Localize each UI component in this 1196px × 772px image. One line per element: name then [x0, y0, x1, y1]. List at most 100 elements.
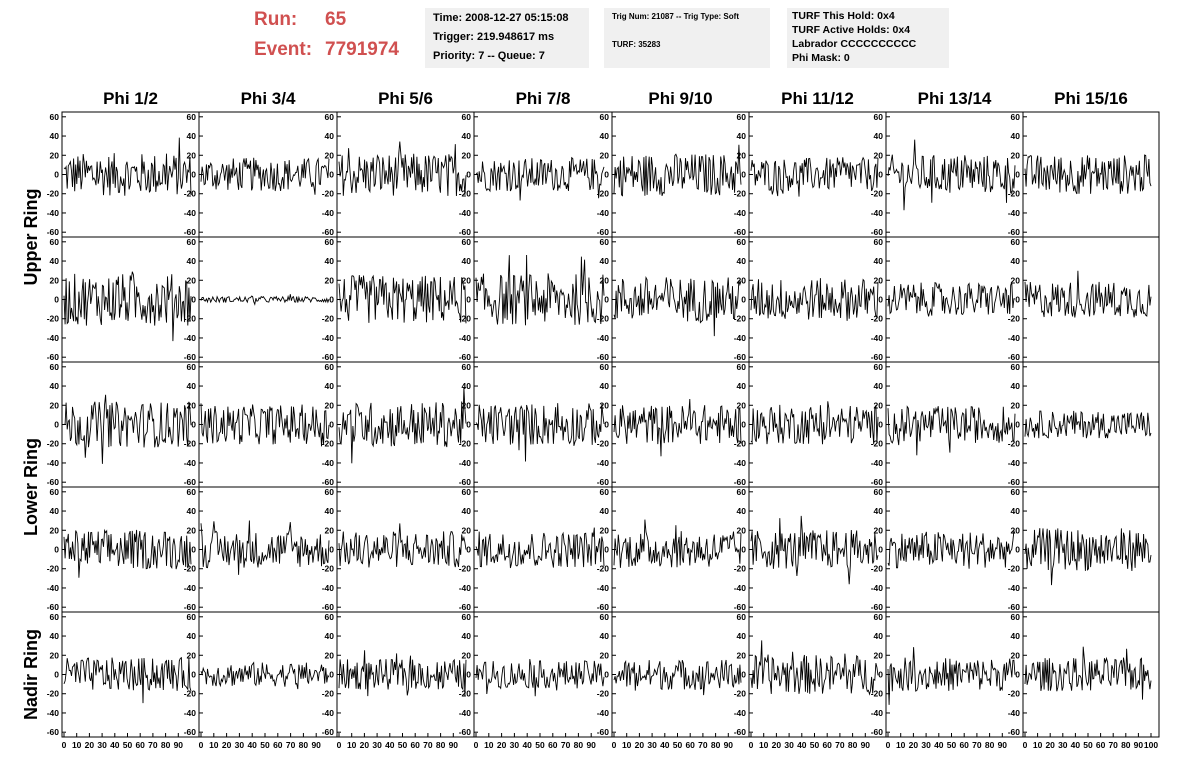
trigger-text: Trigger: 219.948617 ms	[433, 31, 555, 43]
y-tick-label: -20	[322, 689, 335, 699]
y-tick-label: 20	[874, 150, 884, 160]
y-tick-label: 0	[741, 545, 746, 555]
waveform-trace	[1024, 528, 1152, 586]
y-tick-label: -40	[47, 708, 60, 718]
y-tick-label: 0	[466, 170, 471, 180]
y-tick-label: -60	[459, 727, 472, 737]
x-tick-label: 70	[561, 740, 571, 750]
y-tick-label: -60	[184, 477, 197, 487]
y-tick-label: 0	[191, 295, 196, 305]
y-tick-label: 60	[50, 237, 60, 247]
waveform-trace	[200, 294, 330, 306]
y-tick-label: 0	[54, 420, 59, 430]
y-tick-label: -60	[597, 727, 610, 737]
y-tick-label: 60	[187, 362, 197, 372]
y-tick-label: -20	[184, 689, 197, 699]
y-tick-label: 20	[187, 650, 197, 660]
y-tick-label: 40	[600, 631, 610, 641]
x-tick-label: 30	[372, 740, 382, 750]
y-tick-label: -20	[322, 439, 335, 449]
panel-frame	[336, 111, 475, 238]
y-tick-label: -60	[1008, 477, 1021, 487]
y-tick-label: 60	[462, 487, 472, 497]
y-tick-label: 20	[874, 525, 884, 535]
column-label: Phi 11/12	[781, 89, 854, 108]
y-tick-label: -20	[871, 439, 884, 449]
x-tick-label: 30	[921, 740, 931, 750]
column-label: Phi 15/16	[1054, 89, 1128, 108]
waveform-trace	[750, 278, 879, 321]
y-tick-label: -60	[47, 352, 60, 362]
y-tick-label: -60	[184, 227, 197, 237]
x-tick-label: 90	[861, 740, 871, 750]
y-tick-label: 40	[1011, 131, 1021, 141]
y-tick-label: 0	[1015, 295, 1020, 305]
y-tick-label: 20	[1011, 525, 1021, 535]
y-tick-label: 0	[1015, 545, 1020, 555]
waveform-trace	[887, 529, 1016, 569]
y-tick-label: -60	[184, 727, 197, 737]
y-tick-label: 20	[874, 650, 884, 660]
x-tick-label: 40	[385, 740, 395, 750]
y-tick-label: 0	[466, 545, 471, 555]
y-tick-label: -20	[1008, 439, 1021, 449]
y-tick-label: 0	[54, 295, 59, 305]
waveform-trace	[63, 137, 192, 196]
y-tick-label: -60	[322, 227, 335, 237]
y-tick-label: 60	[874, 362, 884, 372]
y-tick-label: -60	[1008, 352, 1021, 362]
y-tick-label: -60	[734, 602, 747, 612]
y-tick-label: -60	[1008, 727, 1021, 737]
y-tick-label: 20	[50, 150, 60, 160]
y-tick-label: 40	[325, 631, 335, 641]
y-tick-label: 60	[325, 112, 335, 122]
y-tick-label: -60	[597, 227, 610, 237]
x-tick-label: 30	[235, 740, 245, 750]
column-label: Phi 9/10	[648, 89, 712, 108]
y-tick-label: 40	[874, 256, 884, 266]
x-tick-label: 10	[484, 740, 494, 750]
y-tick-label: 40	[737, 256, 747, 266]
x-tick-label: 40	[110, 740, 120, 750]
y-tick-label: 0	[191, 545, 196, 555]
x-tick-label: 50	[123, 740, 133, 750]
y-tick-label: 60	[325, 237, 335, 247]
turf-active-text: TURF Active Holds: 0x4	[792, 24, 911, 36]
x-tick-label: 60	[959, 740, 969, 750]
y-tick-label: 0	[604, 545, 609, 555]
y-tick-label: -20	[734, 189, 747, 199]
y-tick-label: 60	[50, 612, 60, 622]
y-tick-label: -40	[47, 458, 60, 468]
y-tick-label: 60	[600, 112, 610, 122]
x-tick-label: 80	[711, 740, 721, 750]
x-tick-label: 70	[972, 740, 982, 750]
y-tick-label: -40	[597, 458, 610, 468]
waveform-trace	[63, 656, 192, 704]
y-tick-label: -20	[734, 439, 747, 449]
y-tick-label: -20	[871, 689, 884, 699]
y-tick-label: 0	[878, 420, 883, 430]
y-tick-label: -60	[871, 602, 884, 612]
y-tick-label: -40	[734, 708, 747, 718]
y-tick-label: 40	[187, 131, 197, 141]
y-tick-label: 0	[1015, 170, 1020, 180]
y-tick-label: 60	[462, 362, 472, 372]
y-tick-label: 20	[462, 650, 472, 660]
y-tick-label: -40	[322, 458, 335, 468]
y-tick-label: 40	[325, 381, 335, 391]
waveform-trace	[750, 640, 879, 696]
x-tick-label: 20	[909, 740, 919, 750]
priority-text: Priority: 7 -- Queue: 7	[433, 50, 545, 62]
y-tick-label: -60	[1008, 227, 1021, 237]
y-tick-label: -40	[322, 333, 335, 343]
y-tick-label: 20	[874, 275, 884, 285]
y-tick-label: -40	[459, 583, 472, 593]
y-tick-label: -20	[322, 189, 335, 199]
y-tick-label: 0	[878, 170, 883, 180]
y-tick-label: 60	[737, 112, 747, 122]
x-tick-label: 0	[199, 740, 204, 750]
x-tick-label: 30	[97, 740, 107, 750]
y-tick-label: -20	[734, 314, 747, 324]
y-tick-label: -20	[47, 564, 60, 574]
y-tick-label: -60	[597, 352, 610, 362]
